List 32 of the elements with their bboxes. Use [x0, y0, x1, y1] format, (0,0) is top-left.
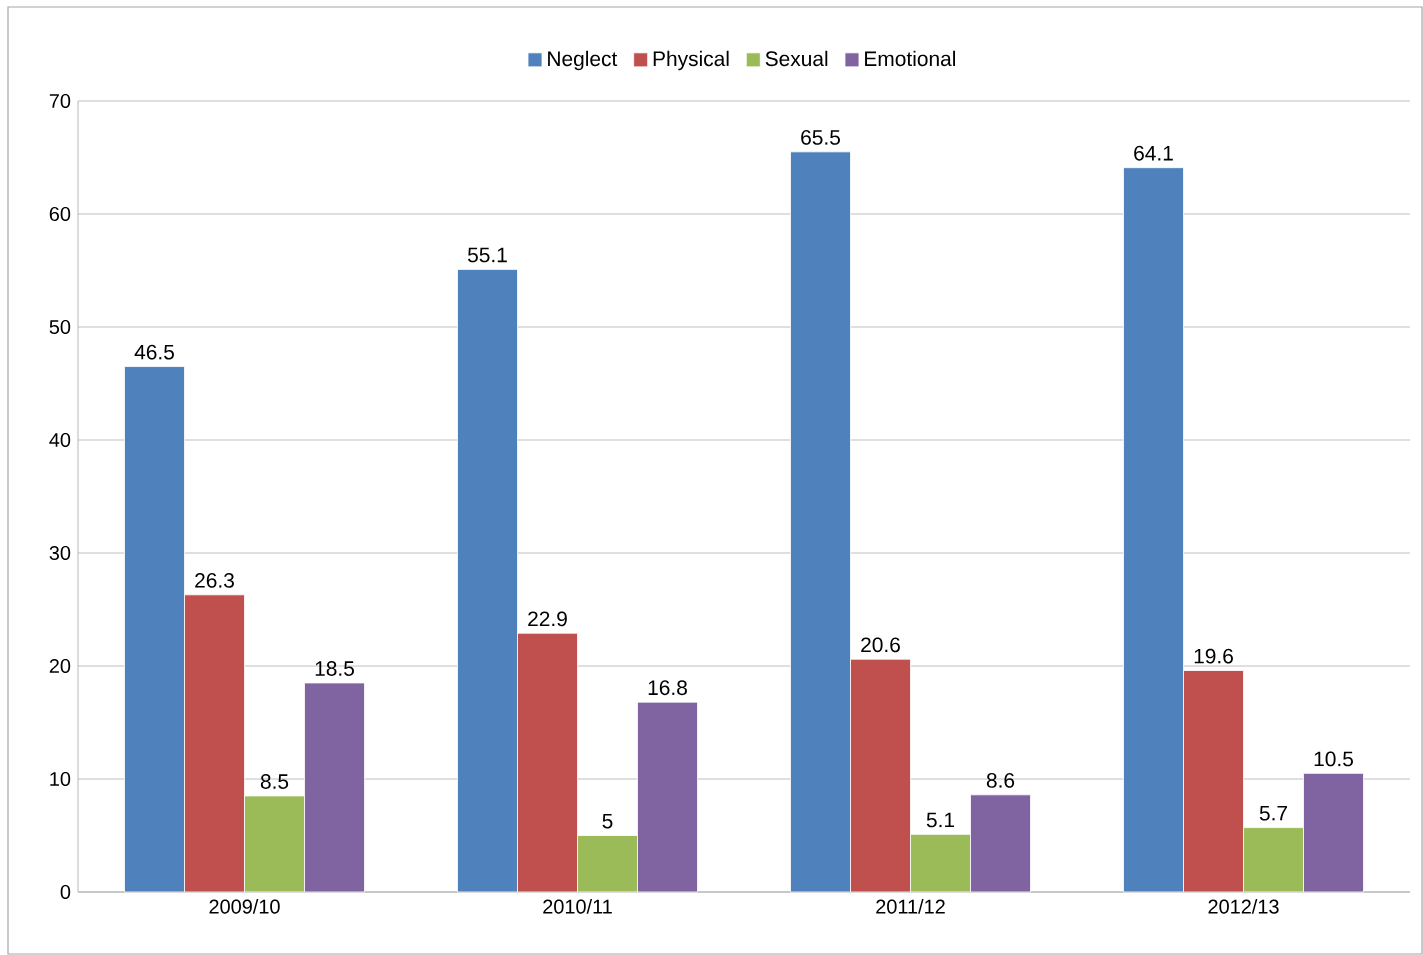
data-label: 5.7 — [1259, 805, 1287, 821]
y-tick-label: 70 — [49, 93, 71, 109]
data-label: 20.6 — [861, 637, 900, 653]
data-label: 18.5 — [315, 661, 354, 676]
x-tick-label: 2012/13 — [1208, 899, 1279, 914]
data-label: 5 — [602, 813, 613, 829]
data-label: 19.6 — [1194, 648, 1233, 664]
y-tick-label: 20 — [49, 658, 71, 674]
y-tick-label: 50 — [49, 319, 71, 335]
y-tick-label: 0 — [60, 884, 71, 900]
y-tick-label: 40 — [49, 432, 71, 448]
data-label: 8.5 — [260, 774, 289, 789]
legend-label: Neglect — [548, 50, 618, 71]
y-tick-label: 30 — [49, 545, 71, 561]
data-label: 26.3 — [195, 572, 234, 588]
x-tick-label: 2010/11 — [543, 899, 612, 914]
data-label: 65.5 — [801, 130, 840, 145]
data-label: 55.1 — [467, 247, 507, 263]
data-label: 5.1 — [926, 812, 955, 828]
data-label: 46.5 — [134, 344, 174, 360]
data-label: 64.1 — [1134, 145, 1173, 161]
data-label: 22.9 — [528, 611, 567, 627]
data-label: 8.6 — [986, 772, 1015, 788]
y-tick-label: 10 — [50, 771, 71, 787]
legend-label: Emotional — [865, 50, 955, 67]
x-tick-label: 2011/12 — [876, 899, 945, 914]
x-tick-label: 2009/10 — [209, 899, 280, 914]
legend-label: Physical — [653, 50, 729, 71]
data-label: 16.8 — [648, 680, 687, 696]
legend-label: Sexual — [765, 50, 828, 67]
y-tick-label: 60 — [49, 206, 71, 222]
data-label: 10.5 — [1314, 751, 1353, 767]
